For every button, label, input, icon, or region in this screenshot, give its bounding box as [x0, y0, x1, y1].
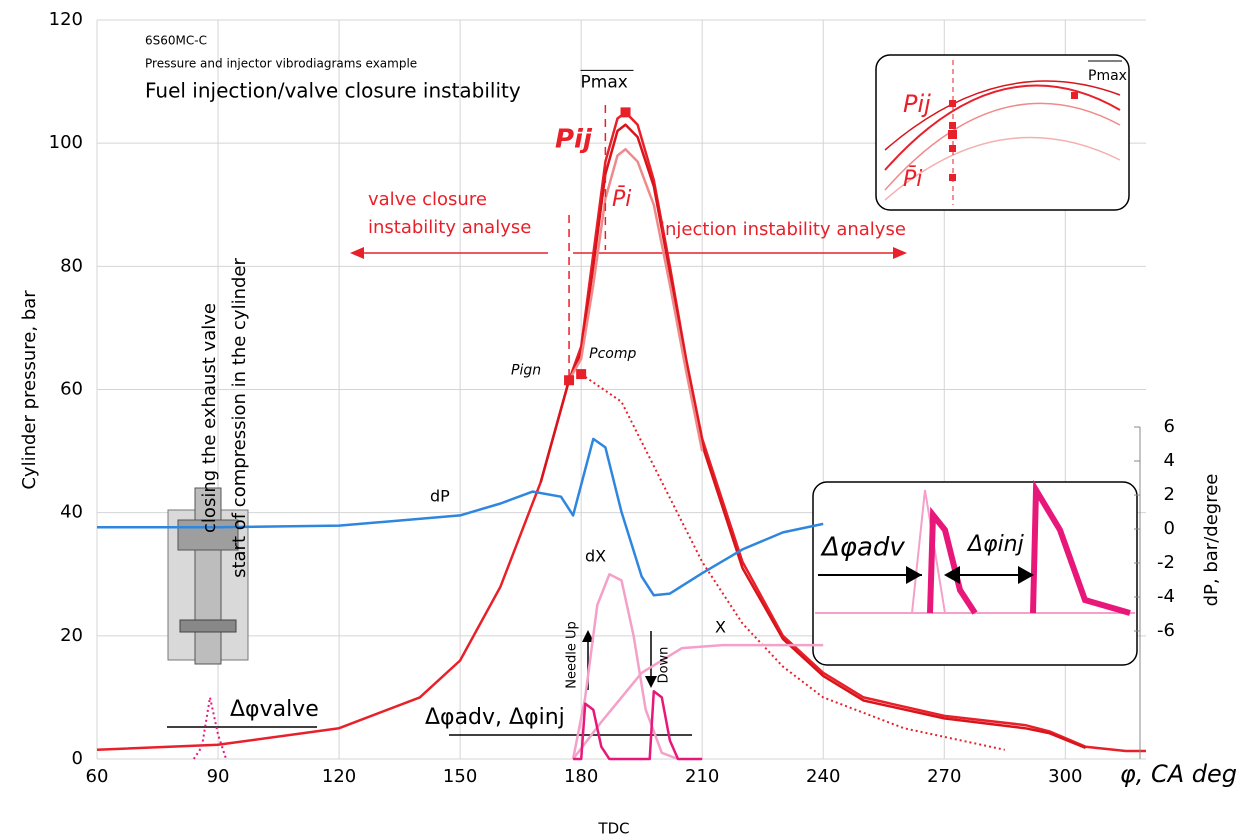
y-tick-label: 40 — [60, 502, 83, 523]
y-axis-label: Cylinder pressure, bar — [19, 290, 40, 490]
y-tick-label: 60 — [60, 379, 83, 400]
annotation: Pij — [903, 90, 931, 118]
point-label: Pcomp — [589, 346, 636, 362]
annotation: Pmax — [1088, 68, 1127, 84]
annotation: dX — [585, 547, 606, 566]
series-line — [194, 697, 226, 759]
annotation: instability analyse — [368, 217, 531, 238]
x-tick-label: 300 — [1048, 766, 1082, 787]
annotation: X — [715, 618, 726, 637]
annotation: closing the exhaust valve — [199, 303, 220, 533]
annotation: Pij — [555, 125, 593, 155]
y-tick-label: 20 — [60, 625, 83, 646]
inset-needle — [813, 482, 1137, 665]
point-marker — [621, 107, 631, 117]
y-tick-label: 80 — [60, 255, 83, 276]
x-tick-label: 120 — [322, 766, 356, 787]
x-tick-label: 240 — [806, 766, 840, 787]
annotation: Needle Up — [565, 621, 580, 688]
chart-title: Fuel injection/valve closure instability — [145, 79, 521, 103]
series-line — [573, 645, 823, 759]
x-tick-label: 210 — [685, 766, 719, 787]
y2-tick-label: -6 — [1157, 620, 1175, 641]
y2-tick-label: 2 — [1164, 484, 1175, 505]
annotation: Δφinj — [966, 532, 1025, 557]
subtitle: 6S60MC-C — [145, 34, 207, 48]
annotation: Δφvalve — [230, 697, 319, 722]
y-tick-label: 120 — [49, 9, 83, 30]
x-tick-label: 180 — [564, 766, 598, 787]
point-label: Pign — [511, 362, 541, 378]
chart: Cylinder pressure, bar dP, bar/degree φ,… — [0, 0, 1242, 839]
point-marker — [564, 375, 574, 385]
x-tick-label: 270 — [927, 766, 961, 787]
x-tick-label: 150 — [443, 766, 477, 787]
y2-tick-label: 4 — [1164, 450, 1175, 471]
annotation: Δφadv, Δφinj — [425, 705, 565, 730]
y2-tick-label: 0 — [1164, 518, 1175, 539]
annotation: P̄i — [903, 166, 922, 192]
point-marker — [576, 369, 586, 379]
annotation: valve closure — [368, 189, 487, 210]
annotation: Down — [657, 647, 672, 684]
point-label: Pmax — [581, 72, 628, 92]
y2-tick-label: -4 — [1157, 586, 1175, 607]
annotation: P̄i — [612, 186, 631, 212]
annotation: Δφadv — [820, 533, 905, 563]
y2-tick-label: -2 — [1157, 552, 1175, 573]
y2-tick-label: 6 — [1164, 416, 1175, 437]
x-tick-label: 90 — [207, 766, 230, 787]
y-tick-label: 100 — [49, 132, 83, 153]
annotation: start of compression in the cylinder — [229, 257, 250, 577]
subtitle: Pressure and injector vibrodiagrams exam… — [145, 57, 417, 71]
x-axis-label: φ, CA deg — [1120, 760, 1237, 788]
y2-axis-label: dP, bar/degree — [1201, 474, 1222, 607]
x-tick-label: 60 — [86, 766, 109, 787]
x-sublabel: TDC — [597, 820, 629, 838]
annotation: dP — [430, 487, 450, 506]
y-tick-label: 0 — [72, 748, 83, 769]
series-line — [573, 691, 702, 759]
annotation: injection instability analyse — [660, 219, 906, 240]
